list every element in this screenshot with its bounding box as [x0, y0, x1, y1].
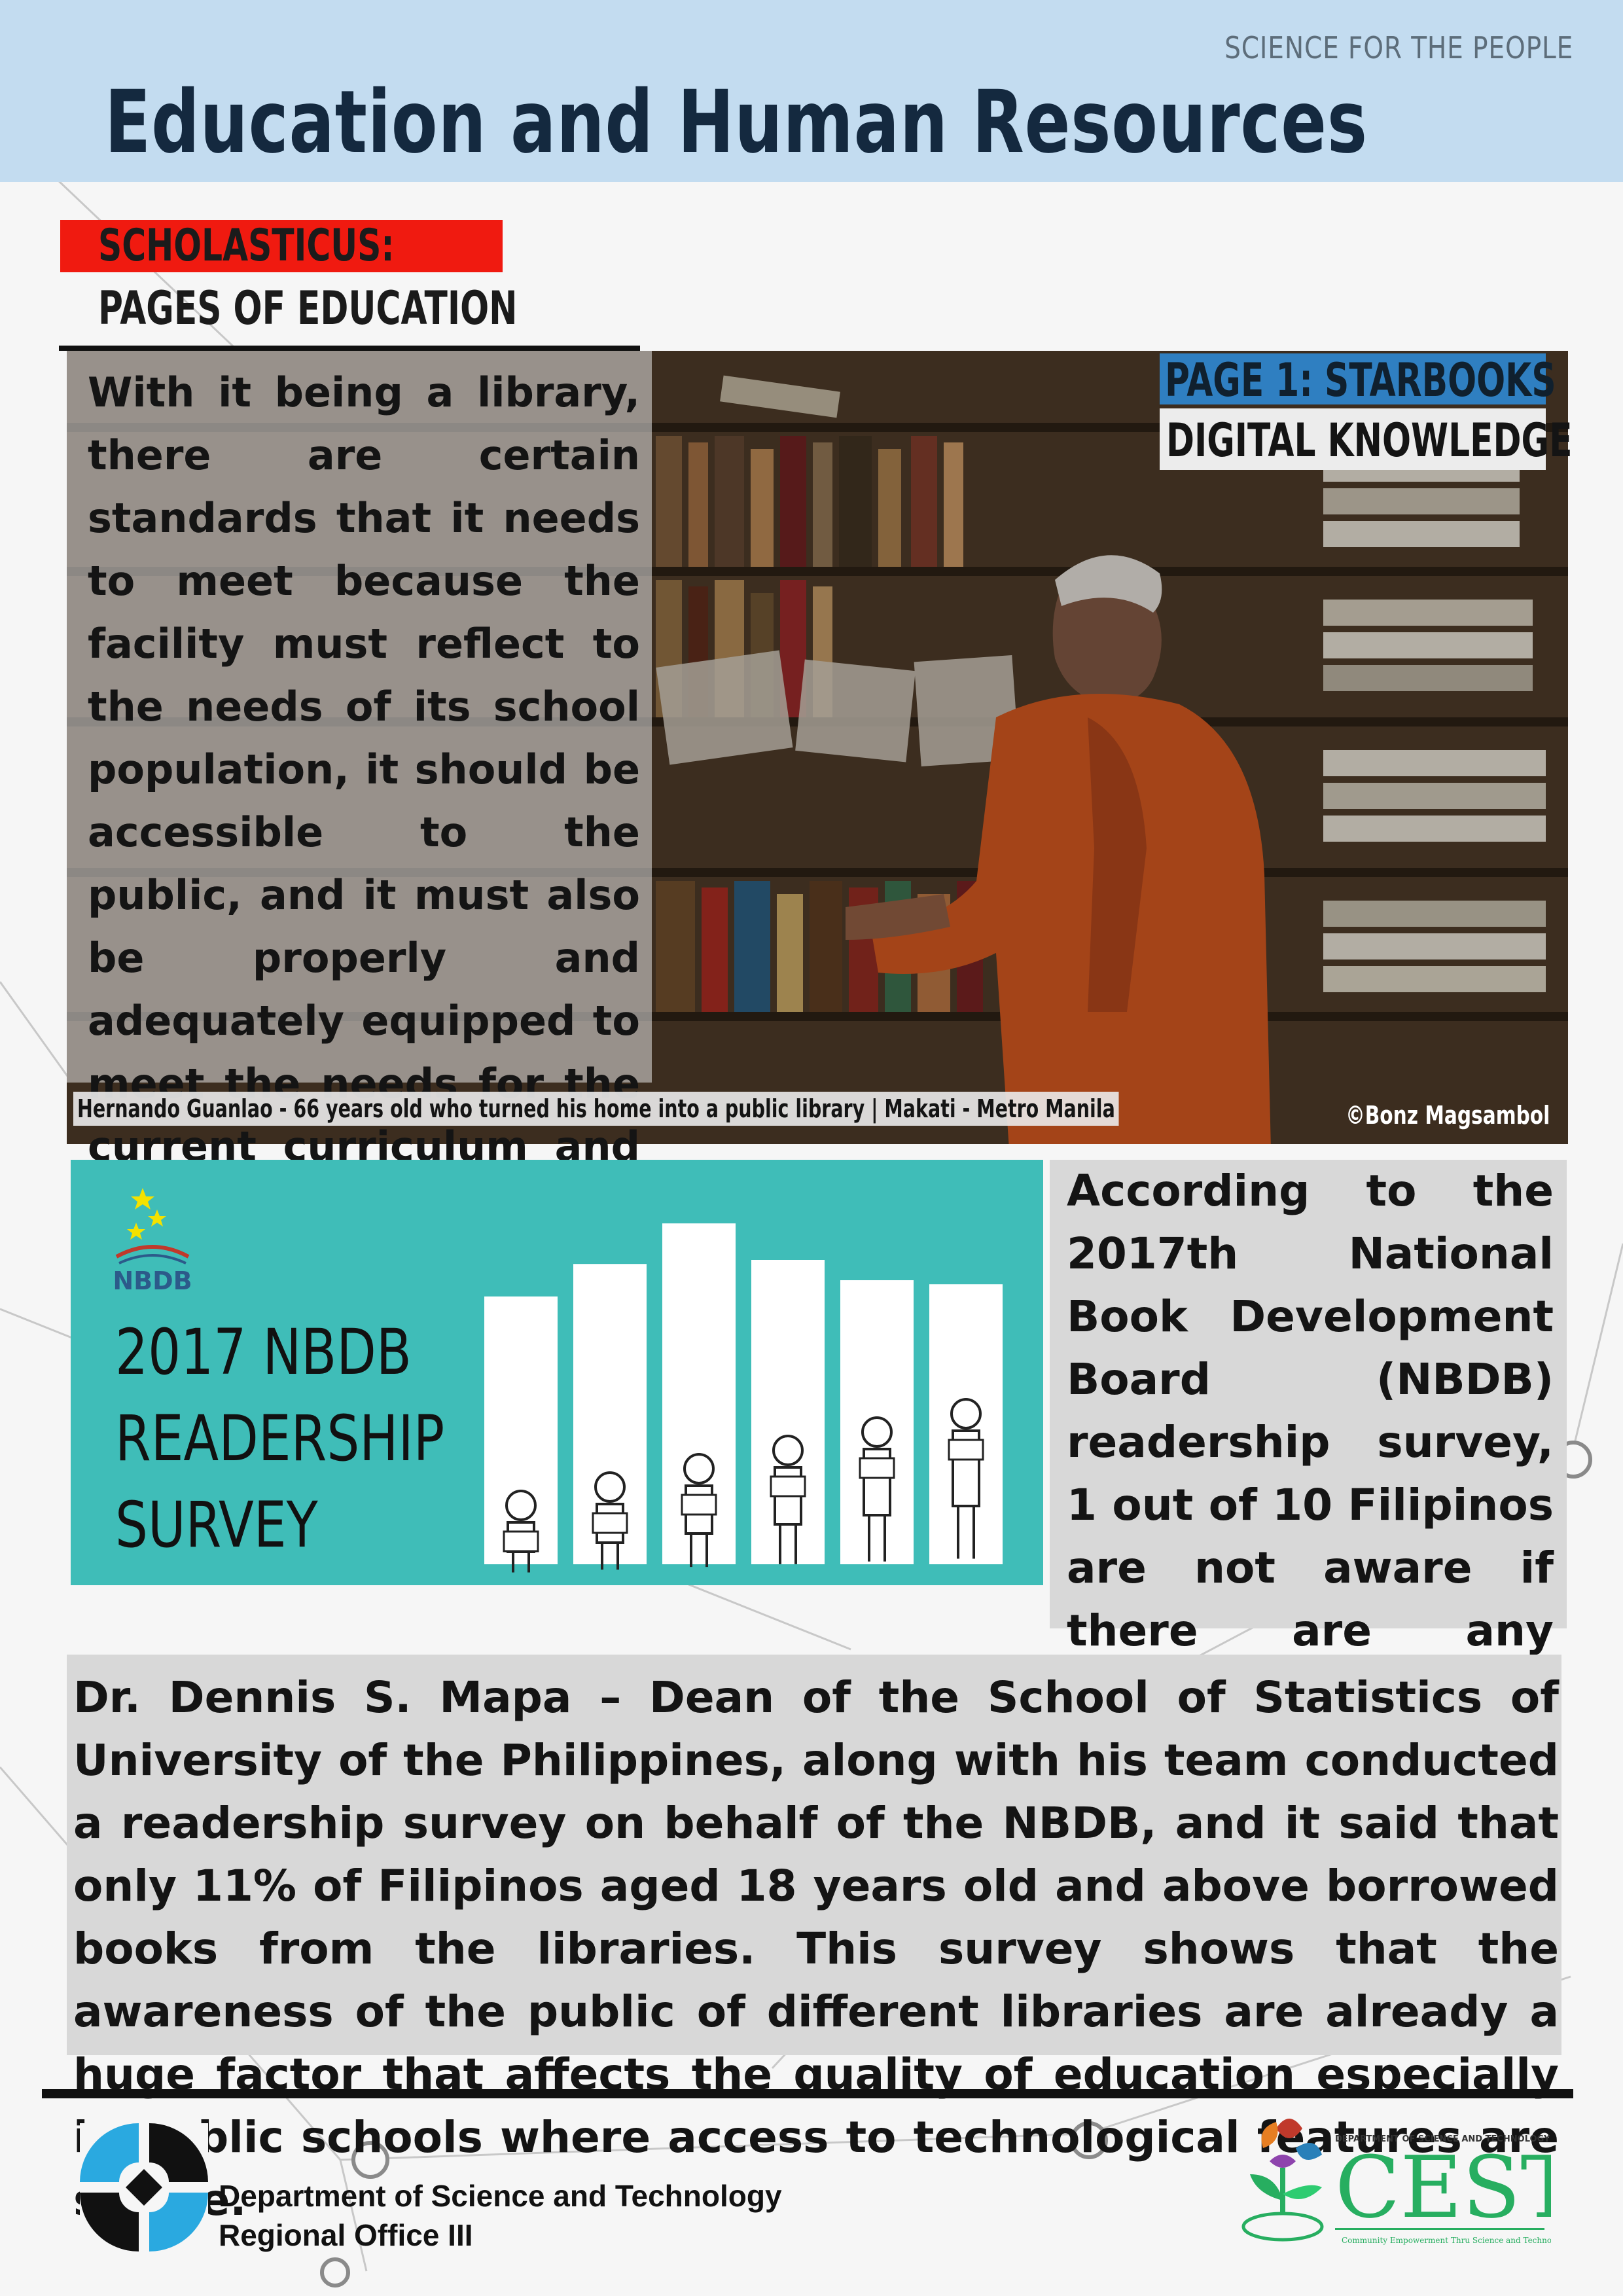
reader-bar: [484, 1296, 558, 1564]
reader-doodle-icon: [592, 1471, 628, 1570]
section-tag: SCHOLASTICUS:: [98, 220, 395, 272]
reader-doodle-icon: [503, 1490, 539, 1573]
org-name: Department of Science and Technology: [219, 2179, 782, 2213]
cest-wordmark: CEST: [1335, 2138, 1551, 2237]
photo-credit: ©Bonz Magsambol: [1345, 1101, 1550, 1130]
reader-doodle-icon: [859, 1416, 895, 1562]
header-kicker: SCIENCE FOR THE PEOPLE: [1224, 30, 1573, 65]
footer-divider: [42, 2089, 1573, 2098]
page-label-background: [1160, 353, 1546, 404]
section-tag-background: [60, 220, 503, 272]
reader-bar: [929, 1284, 1003, 1564]
section-subtitle: PAGES OF EDUCATION: [98, 281, 518, 335]
reader-doodle-icon: [681, 1453, 717, 1568]
body-panel: [67, 1655, 1561, 2055]
section-divider: [59, 346, 640, 351]
page-label: PAGE 1: STARBOOKS: [1165, 353, 1556, 407]
survey-title: 2017 NBDB READERSHIP SURVEY: [115, 1309, 444, 1568]
page-sublabel-background: [1160, 408, 1546, 470]
nbdb-logo-icon: NBDB: [113, 1188, 192, 1295]
man-figure: [846, 555, 1271, 1144]
page-sublabel: DIGITAL KNOWLEDGE: [1166, 414, 1573, 467]
reader-doodle-icon: [948, 1398, 984, 1559]
aside-panel: [1050, 1160, 1567, 1628]
cest-logo-icon: DEPARTMENT OF SCIENCE AND TECHNOLOGY CES…: [1241, 2119, 1551, 2245]
dost-logo-icon: [80, 2123, 208, 2251]
nbdb-logo-text: NBDB: [113, 1266, 192, 1295]
cest-tagline: Community Empowerment Thru Science and T…: [1342, 2236, 1551, 2245]
org-office: Regional Office III: [219, 2218, 473, 2252]
survey-title-line: 2017 NBDB: [115, 1316, 412, 1389]
survey-title-line: SURVEY: [115, 1488, 318, 1562]
reader-bars-illustration: [484, 1223, 1003, 1573]
header-band: [0, 0, 1623, 182]
reader-bar: [840, 1280, 914, 1564]
survey-title-line: READERSHIP: [115, 1402, 445, 1475]
reader-bar: [751, 1260, 825, 1564]
cest-top-text: DEPARTMENT OF SCIENCE AND TECHNOLOGY: [1335, 2134, 1550, 2144]
photo-caption: Hernando Guanlao - 66 years old who turn…: [73, 1092, 1119, 1126]
page-title: Education and Human Resources: [105, 72, 1368, 173]
intro-text-panel: [67, 351, 652, 1083]
reader-doodle-icon: [770, 1435, 806, 1564]
